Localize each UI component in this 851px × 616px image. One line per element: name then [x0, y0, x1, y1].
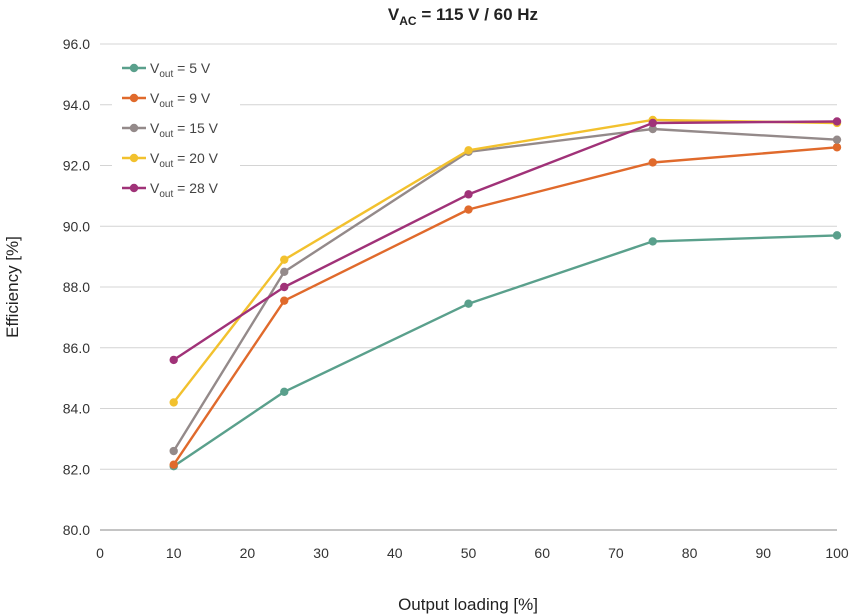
data-point — [648, 158, 657, 167]
y-tick-label: 88.0 — [63, 279, 90, 295]
y-tick-label: 90.0 — [63, 218, 90, 234]
data-point — [832, 135, 842, 144]
x-axis-title: Output loading [%] — [398, 595, 538, 614]
data-point — [832, 117, 842, 126]
data-point — [464, 146, 473, 155]
data-point — [280, 296, 289, 305]
series-line — [173, 234, 838, 468]
chart-title-main: V — [388, 5, 400, 24]
x-tick-label: 20 — [240, 545, 256, 561]
y-tick-label: 80.0 — [63, 522, 90, 538]
x-tick-label: 100 — [825, 545, 849, 561]
legend-swatch-marker — [129, 93, 139, 103]
legend-swatch-marker — [129, 63, 139, 73]
series-4 — [169, 117, 842, 365]
legend-item: Vout = 5 V — [122, 60, 211, 80]
data-point — [280, 267, 289, 277]
x-tick-label: 30 — [313, 545, 329, 561]
series-1 — [169, 143, 842, 469]
legend-item: Vout = 9 V — [122, 90, 211, 110]
data-point — [648, 237, 657, 246]
series-line — [172, 146, 838, 466]
x-tick-label: 70 — [608, 545, 624, 561]
y-tick-label: 94.0 — [63, 97, 90, 113]
data-point — [464, 205, 473, 214]
tick-labels: 80.0 82.0 84.0 86.0 88.0 90.0 92.0 94.0 96.0 0 10 2… — [63, 36, 849, 561]
legend-label: Vout = 15 V — [150, 120, 219, 140]
legend-item: Vout = 15 V — [122, 120, 219, 140]
y-tick-label: 84.0 — [63, 401, 90, 417]
legend-item: Vout = 28 V — [122, 180, 219, 200]
chart-title-sub: AC — [399, 14, 417, 28]
x-tick-label: 50 — [461, 545, 477, 561]
legend-swatch-marker — [129, 123, 139, 133]
data-point — [169, 446, 178, 456]
data-point — [280, 282, 289, 292]
x-tick-label: 80 — [682, 545, 698, 561]
y-tick-label: 86.0 — [63, 340, 90, 356]
series-line — [173, 120, 838, 361]
data-point — [832, 231, 842, 240]
y-axis-title: Efficiency [%] — [3, 236, 22, 338]
x-tick-label: 40 — [387, 545, 403, 561]
legend-item: Vout = 20 V — [122, 150, 219, 170]
data-point — [648, 118, 657, 128]
legend-label: Vout = 5 V — [150, 60, 211, 80]
data-point — [648, 124, 657, 134]
y-tick-label: 96.0 — [63, 36, 90, 52]
series-lines — [169, 115, 842, 471]
data-point — [832, 143, 842, 152]
data-point — [169, 460, 178, 469]
x-tick-label: 10 — [166, 545, 182, 561]
data-point — [280, 255, 289, 264]
chart-title-rest: = 115 V / 60 Hz — [417, 5, 538, 24]
chart-title: VAC = 115 V / 60 Hz — [388, 5, 538, 28]
y-tick-label: 92.0 — [63, 158, 90, 174]
data-point — [169, 398, 178, 407]
legend-swatch-marker — [129, 153, 139, 163]
series-line — [172, 118, 838, 404]
y-tick-label: 82.0 — [63, 461, 90, 477]
data-point — [280, 387, 289, 396]
data-point — [464, 190, 473, 199]
x-tick-label: 90 — [756, 545, 772, 561]
series-3 — [169, 115, 842, 407]
legend-label: Vout = 28 V — [150, 180, 219, 200]
legend-label: Vout = 9 V — [150, 90, 211, 110]
x-tick-label: 0 — [96, 545, 104, 561]
legend-label: Vout = 20 V — [150, 150, 219, 170]
legend-swatch-marker — [129, 183, 139, 193]
data-point — [169, 355, 178, 365]
x-tick-label: 60 — [534, 545, 550, 561]
series-0 — [169, 231, 842, 471]
legend: Vout = 5 V Vout = 9 V Vout = 15 V Vout = 20… — [112, 50, 240, 202]
data-point — [464, 299, 473, 308]
